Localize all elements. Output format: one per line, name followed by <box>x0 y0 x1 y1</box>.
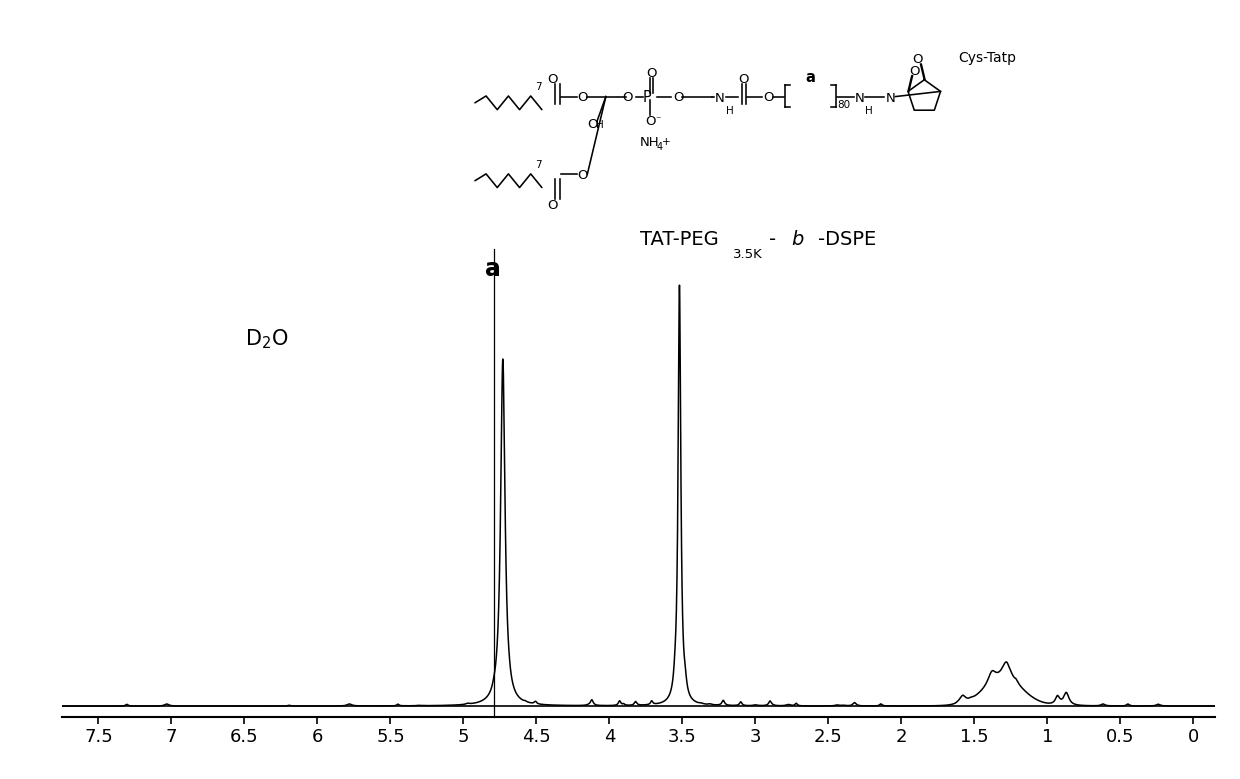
Text: O: O <box>578 169 588 182</box>
Text: 3.5K: 3.5K <box>733 249 763 262</box>
Text: H: H <box>596 120 604 130</box>
Text: TAT-PEG: TAT-PEG <box>640 231 719 249</box>
Text: N: N <box>885 92 895 104</box>
Text: $\mathregular{D_2O}$: $\mathregular{D_2O}$ <box>244 327 288 351</box>
Text: b: b <box>791 231 804 249</box>
Text: 4: 4 <box>656 143 662 152</box>
Text: O: O <box>622 91 632 104</box>
Text: 7: 7 <box>534 160 542 171</box>
Text: -: - <box>769 231 776 249</box>
Text: +: + <box>662 137 671 147</box>
Text: P: P <box>644 90 652 104</box>
Text: O: O <box>738 73 749 86</box>
Text: NH: NH <box>640 136 658 150</box>
Text: O: O <box>645 115 656 128</box>
Text: O: O <box>673 91 683 104</box>
Text: O: O <box>763 91 774 104</box>
Text: O: O <box>910 65 920 78</box>
Text: N: N <box>715 92 725 104</box>
Text: Cys-Tatp: Cys-Tatp <box>957 51 1016 65</box>
Text: 7: 7 <box>534 83 542 93</box>
Text: H: H <box>725 106 733 116</box>
Text: O: O <box>913 53 923 66</box>
Text: a: a <box>806 70 816 86</box>
Text: 80: 80 <box>837 100 851 110</box>
Text: H: H <box>864 106 873 116</box>
Text: O: O <box>547 73 558 86</box>
Text: ⁻: ⁻ <box>655 115 661 125</box>
Text: O: O <box>646 67 656 79</box>
Text: N: N <box>854 92 864 104</box>
Text: a: a <box>485 257 501 281</box>
Text: O: O <box>588 118 598 131</box>
Text: -DSPE: -DSPE <box>818 231 875 249</box>
Text: O: O <box>547 199 558 212</box>
Text: O: O <box>578 91 588 104</box>
